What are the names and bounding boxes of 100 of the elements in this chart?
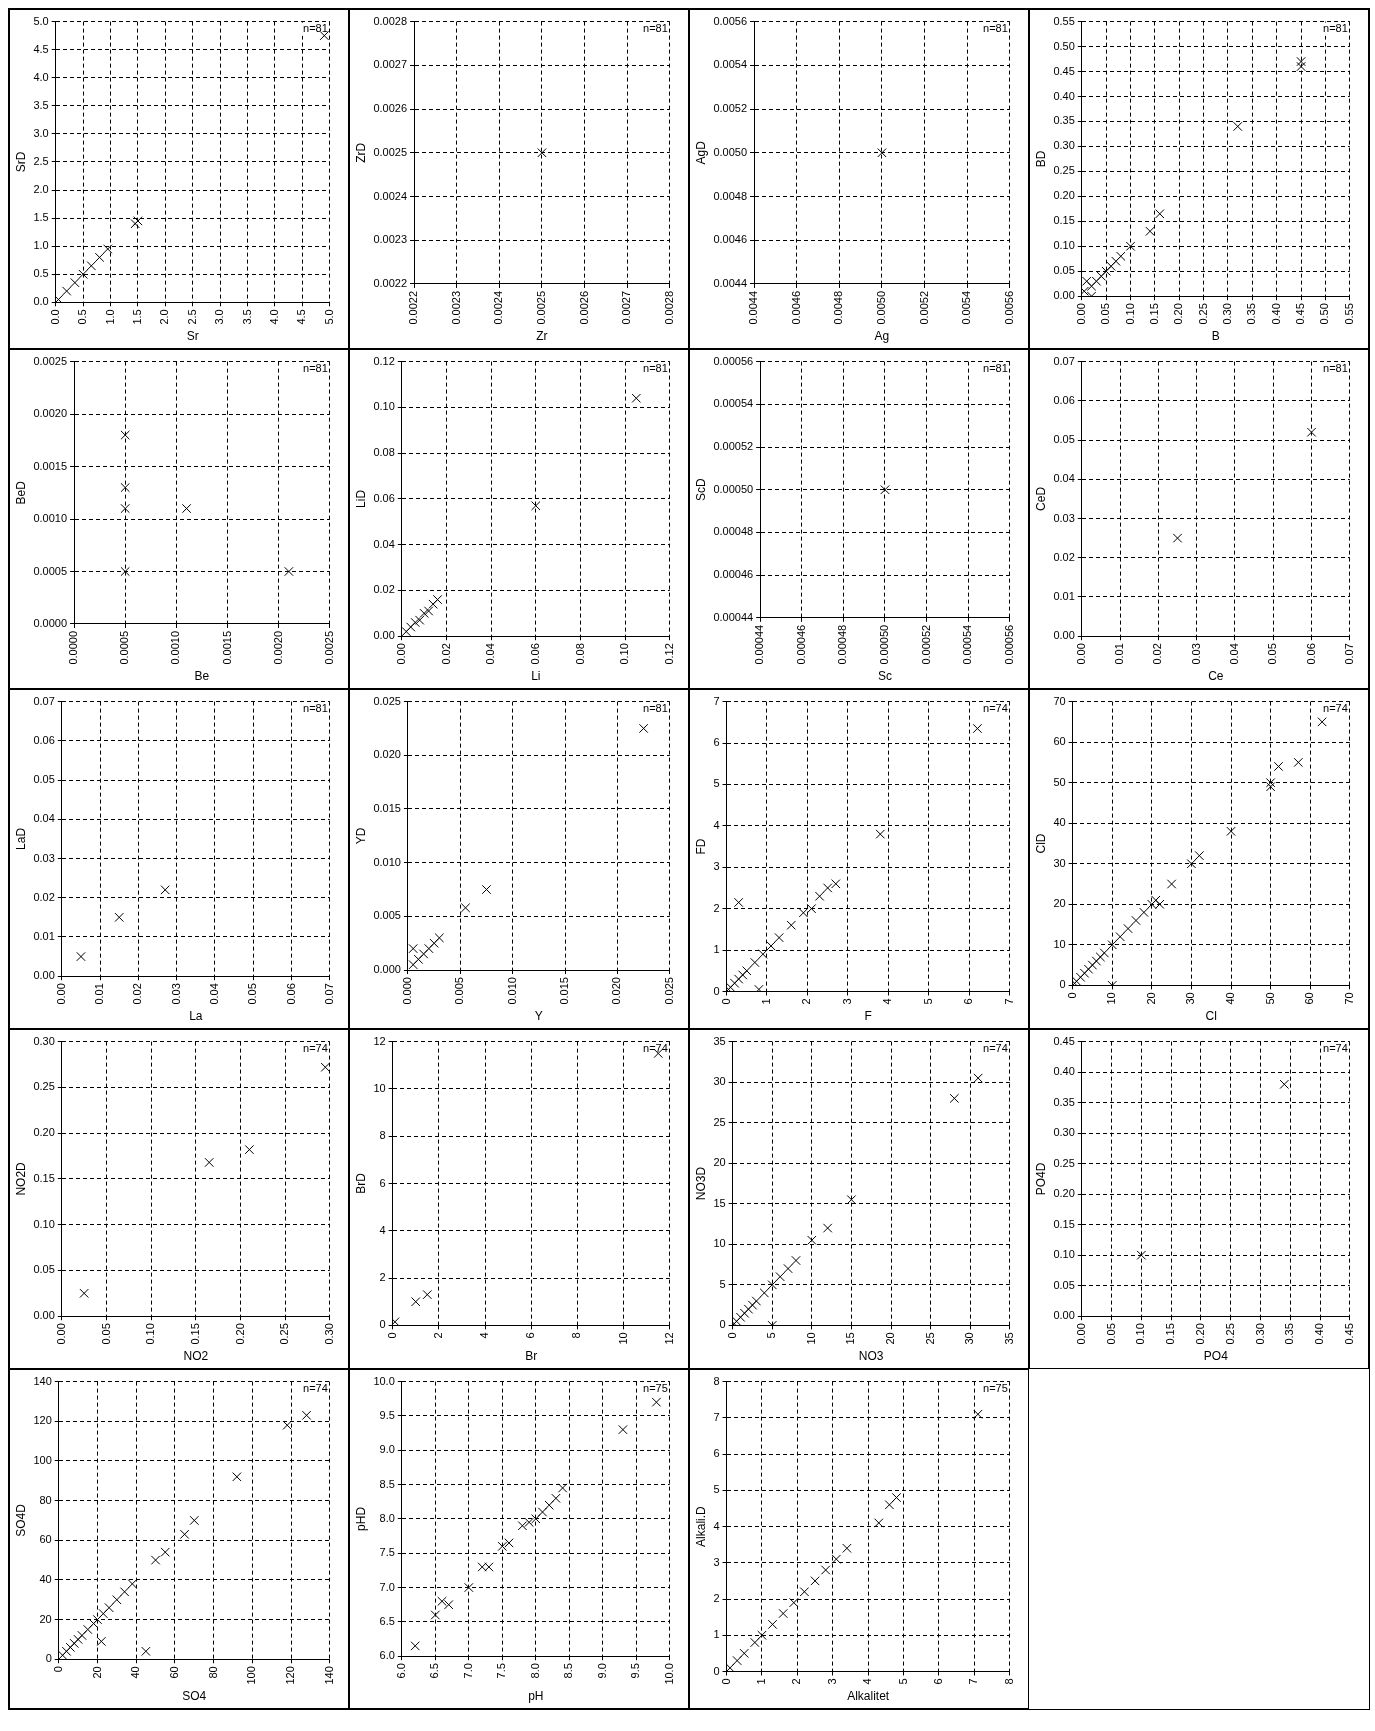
x-tick-label: 8	[1002, 1678, 1015, 1685]
x-tick-label: 3	[840, 998, 853, 1005]
point	[424, 943, 434, 954]
x-tick-label: 80	[206, 1666, 219, 1679]
point	[537, 1507, 548, 1517]
point	[484, 1562, 494, 1572]
x-tick-label: 0.15	[1147, 303, 1160, 325]
point	[729, 978, 740, 988]
point	[410, 1641, 420, 1651]
point	[884, 1500, 895, 1510]
point	[1232, 121, 1243, 132]
point	[94, 252, 105, 263]
point	[504, 1538, 514, 1548]
x-tick-label: 1	[760, 998, 773, 1005]
point	[428, 599, 438, 609]
y-tick-label: 120	[33, 1414, 52, 1427]
point	[443, 1599, 454, 1610]
y-tick-label: 0.05	[33, 773, 55, 786]
x-tick-label: 0.0026	[577, 290, 590, 325]
point	[775, 1271, 785, 1282]
x-tick-label: 20	[884, 1332, 897, 1345]
y-tick-label: 35	[713, 1034, 726, 1047]
x-tick-label: 15	[844, 1332, 857, 1345]
x-tick-label: 0.01	[93, 983, 106, 1005]
x-tick-label: 0.05	[1099, 303, 1112, 325]
x-tick-label: 0.07	[322, 983, 335, 1005]
x-tick-label: 0.0027	[620, 290, 633, 325]
x-tick-label: 2	[790, 1678, 803, 1685]
x-tick-label: 0.05	[99, 1323, 112, 1345]
y-tick-label: 30	[1053, 856, 1066, 869]
x-tick-label: 10	[616, 1332, 629, 1345]
point	[739, 1648, 749, 1659]
point	[408, 943, 418, 954]
x-tick-label: 6	[524, 1332, 537, 1339]
point	[181, 503, 192, 514]
y-axis-title: ScD	[693, 478, 708, 502]
point	[783, 1263, 793, 1274]
y-tick-label: 0.15	[1053, 214, 1075, 227]
point	[949, 1093, 960, 1104]
x-axis-title: NO3	[858, 1349, 884, 1364]
y-tick-label: 0.0005	[33, 564, 68, 577]
x-tick-label: 0.00050	[878, 624, 891, 665]
x-axis-title: La	[189, 1009, 203, 1024]
y-tick-label: 0.0027	[373, 58, 408, 71]
annotation: n=74	[983, 702, 1008, 715]
y-tick-label: 100	[33, 1453, 52, 1466]
point	[179, 1529, 190, 1540]
y-tick-label: 0.03	[1053, 511, 1075, 524]
y-tick-label: 0.00048	[713, 525, 754, 538]
y-tick-label: 0.0046	[713, 233, 748, 246]
x-tick-label: 60	[167, 1666, 180, 1679]
y-tick-label: 6.5	[379, 1614, 395, 1627]
y-tick-label: 0.025	[373, 694, 401, 707]
annotation: n=74	[303, 1382, 328, 1395]
x-tick-label: 0.02	[131, 983, 144, 1005]
x-axis-title: Ce	[1208, 669, 1224, 684]
y-tick-label: 0.00050	[713, 482, 754, 495]
point	[750, 957, 760, 968]
point	[1265, 777, 1276, 788]
x-tick-label: 0.45	[1294, 303, 1307, 325]
x-tick-label: 3.0	[213, 309, 226, 325]
y-tick-label: 8.5	[379, 1477, 395, 1490]
point	[92, 1614, 103, 1625]
y-tick-label: 0.0026	[373, 102, 408, 115]
point	[767, 1619, 778, 1630]
point	[1186, 859, 1197, 869]
point	[814, 891, 825, 901]
x-tick-label: 1.0	[103, 309, 116, 325]
y-tick-label: 10	[713, 1237, 726, 1250]
x-tick-label: 0.02	[1151, 643, 1164, 665]
point	[875, 829, 886, 839]
y-tick-label: 0.20	[33, 1126, 55, 1139]
y-tick-label: 25	[713, 1115, 726, 1128]
y-tick-label: 0.00052	[713, 440, 754, 453]
y-tick-label: 0.08	[373, 446, 395, 459]
point	[1101, 266, 1111, 276]
x-axis-title: Sc	[877, 669, 892, 684]
point	[77, 1630, 87, 1641]
x-tick-label: 6.5	[428, 1663, 441, 1679]
point	[737, 970, 748, 980]
y-tick-label: 0.0024	[373, 189, 408, 202]
x-axis-title: Alkalitet	[847, 1689, 890, 1704]
point	[1226, 826, 1236, 837]
annotation: n=81	[1323, 362, 1348, 375]
point	[551, 1493, 561, 1504]
x-tick-label: 0.5	[76, 309, 89, 325]
point	[61, 286, 72, 296]
x-tick-label: 0.06	[284, 983, 297, 1005]
point	[1106, 261, 1116, 271]
y-tick-label: 7	[713, 694, 720, 707]
y-tick-label: 5	[713, 1483, 720, 1496]
y-tick-label: 0.07	[1053, 354, 1075, 367]
y-tick-label: 0.0052	[713, 102, 748, 115]
x-tick-label: 0.0024	[492, 290, 505, 325]
point	[497, 1541, 508, 1552]
point	[750, 1637, 760, 1648]
point	[460, 903, 471, 913]
x-tick-label: 2	[431, 1332, 444, 1339]
y-tick-label: 0.12	[373, 354, 395, 367]
point	[79, 1288, 89, 1299]
